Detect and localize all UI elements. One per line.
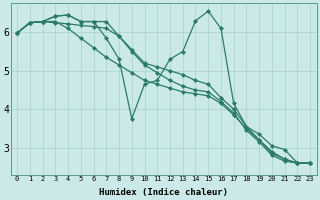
X-axis label: Humidex (Indice chaleur): Humidex (Indice chaleur) [99, 188, 228, 197]
